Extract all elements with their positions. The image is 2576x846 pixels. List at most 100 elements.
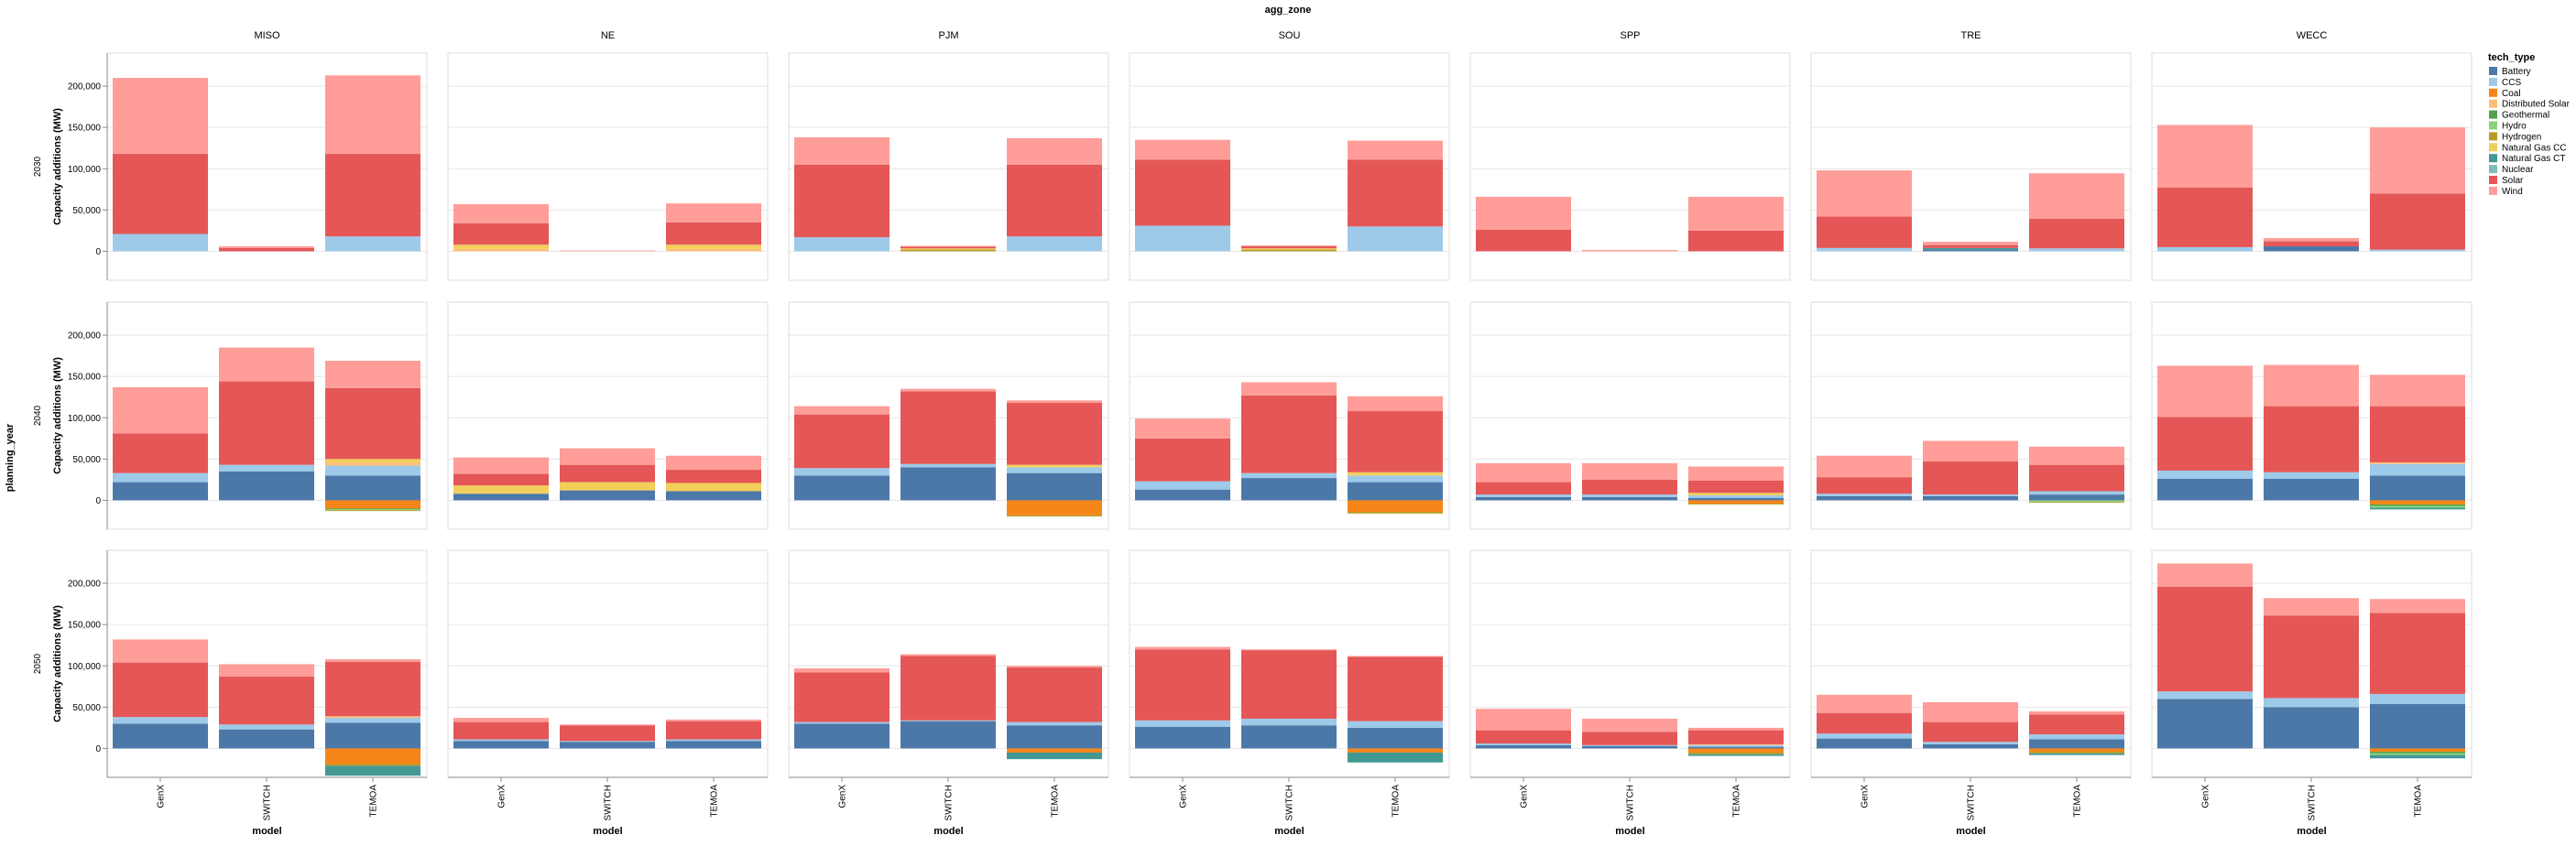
- bar-segment-solar: [1923, 721, 2018, 743]
- bar-segment-hydrogen: [1688, 752, 1784, 754]
- y-tick-label: 200,000: [68, 331, 102, 342]
- bar-segment-solar: [325, 387, 420, 460]
- x-tick-label-temoa: TEMOA: [1051, 785, 1061, 818]
- bar-segment-wind: [453, 204, 549, 223]
- facet-title-sou: SOU: [1279, 30, 1301, 41]
- bar-segment-ccs: [1923, 742, 2018, 744]
- y-axis-title: Capacity additions (MW): [52, 357, 63, 474]
- bar-segment-wind: [325, 659, 420, 662]
- legend-swatch-coal: [2489, 88, 2497, 97]
- bar-segment-natural-gas-ct: [1688, 754, 1784, 756]
- bar-segment-wind: [560, 724, 655, 726]
- bar-segment-wind: [2264, 364, 2359, 407]
- bar-segment-distributed-solar: [666, 248, 761, 252]
- legend-label-hydro: Hydro: [2502, 122, 2527, 132]
- bar-segment-ccs: [453, 739, 549, 742]
- bar-segment-natural-gas-cc: [666, 483, 761, 492]
- bar-segment-natural-gas-ct: [1007, 752, 1102, 760]
- bar-segment-wind: [1817, 455, 1912, 478]
- bar-segment-wind: [1007, 137, 1102, 165]
- bar-segment-solar: [1582, 479, 1677, 495]
- bar-segment-ccs: [1817, 733, 1912, 739]
- bar-segment-wind: [794, 136, 890, 165]
- y-tick-label: 150,000: [68, 124, 102, 134]
- bar-segment-natural-gas-cc: [1007, 464, 1102, 468]
- bar-segment-battery: [1348, 482, 1443, 501]
- bar-segment-wind: [1688, 727, 1784, 731]
- x-tick-label-switch: SWITCH: [604, 785, 614, 820]
- bar-segment-ccs: [794, 721, 890, 724]
- panel-sou-2040: [1129, 301, 1450, 530]
- bar-segment-distributed-solar: [2370, 461, 2465, 464]
- bar-segment-solar: [113, 662, 208, 718]
- bar-segment-battery: [1582, 745, 1677, 749]
- bar-segment-solar: [219, 676, 314, 725]
- bar-segment-ccs: [1817, 494, 1912, 496]
- bar-segment-solar: [1817, 216, 1912, 248]
- bar-segment-wind: [1923, 242, 2018, 245]
- bar-segment-ccs: [1135, 481, 1230, 490]
- panel-ne-2030: [447, 52, 769, 281]
- bar-segment-ccs: [1135, 720, 1230, 727]
- bar-segment-ccs: [219, 724, 314, 730]
- bar-segment-wind: [2029, 710, 2124, 715]
- bar-segment-coal: [1688, 500, 1784, 504]
- x-axis-title: model: [933, 826, 963, 837]
- bar-segment-battery: [2157, 478, 2253, 501]
- bar-segment-battery: [901, 467, 996, 501]
- bar-segment-hydrogen: [1241, 249, 1337, 252]
- bar-segment-natural-gas-cc: [666, 244, 761, 249]
- bar-segment-wind: [113, 78, 208, 155]
- bar-segment-distributed-solar: [325, 716, 420, 719]
- x-axis-title: model: [1615, 826, 1644, 837]
- bar-segment-solar: [1923, 244, 2018, 248]
- bar-segment-battery: [2370, 475, 2465, 501]
- bar-segment-wind: [1923, 701, 2018, 722]
- bar-segment-wind: [453, 718, 549, 722]
- bar-segment-natural-gas-cc: [453, 485, 549, 494]
- bar-segment-ccs: [1923, 494, 2018, 496]
- bar-segment-hydrogen: [2029, 752, 2124, 754]
- bar-segment-coal: [325, 500, 420, 509]
- bar-segment-battery: [1923, 495, 2018, 501]
- legend-title: tech_type: [2488, 52, 2535, 63]
- y-tick-label: 150,000: [68, 621, 102, 631]
- bar-segment-natural-gas-ct: [2029, 753, 2124, 755]
- x-tick-label-temoa: TEMOA: [2073, 785, 2083, 818]
- x-tick-label-genx: GenX: [2201, 785, 2211, 808]
- x-tick-label-switch: SWITCH: [1285, 785, 1295, 820]
- bar-segment-geothermal: [2370, 504, 2465, 506]
- bar-segment-solar: [1476, 229, 1571, 252]
- panel-pjm-2050: GenX SWITCH TEMOA model: [788, 549, 1109, 837]
- bar-segment-solar: [2029, 714, 2124, 735]
- bar-segment-ccs: [1688, 495, 1784, 498]
- legend-swatch-geothermal: [2489, 110, 2497, 119]
- y-tick-label: 0: [95, 247, 101, 257]
- bar-segment-ccs: [2264, 472, 2359, 479]
- legend-label-hydrogen: Hydrogen: [2502, 132, 2541, 142]
- bar-segment-wind: [219, 246, 314, 248]
- bar-segment-natural-gas-cc: [1241, 248, 1337, 250]
- bar-segment-solar: [666, 721, 761, 740]
- bar-segment-hydrogen: [1348, 512, 1443, 514]
- bar-segment-battery: [2029, 494, 2124, 501]
- bar-segment-ccs: [794, 237, 890, 252]
- legend-swatch-natural-gas-cc: [2489, 143, 2497, 152]
- legend-swatch-natural-gas-ct: [2489, 154, 2497, 163]
- bar-segment-natural-gas-cc: [901, 248, 996, 250]
- bar-segment-geothermal: [325, 508, 420, 510]
- bar-segment-natural-gas-ct: [2370, 754, 2465, 759]
- bar-segment-solar: [794, 414, 890, 469]
- panel-ne-2050: GenX SWITCH TEMOA model: [447, 549, 769, 837]
- bar-segment-wind: [2029, 446, 2124, 465]
- bar-segment-ccs: [113, 717, 208, 724]
- panel-sou-2030: [1129, 52, 1450, 281]
- bar-segment-coal: [1348, 500, 1443, 513]
- bar-segment-coal: [1348, 748, 1443, 753]
- row-label-2050: 2050: [33, 653, 43, 674]
- bar-segment-ccs: [1348, 475, 1443, 483]
- bar-segment-ccs: [1476, 494, 1571, 497]
- bar-segment-wind: [1688, 196, 1784, 231]
- legend-swatch-nuclear: [2489, 165, 2497, 174]
- bar-segment-ccs: [1476, 743, 1571, 745]
